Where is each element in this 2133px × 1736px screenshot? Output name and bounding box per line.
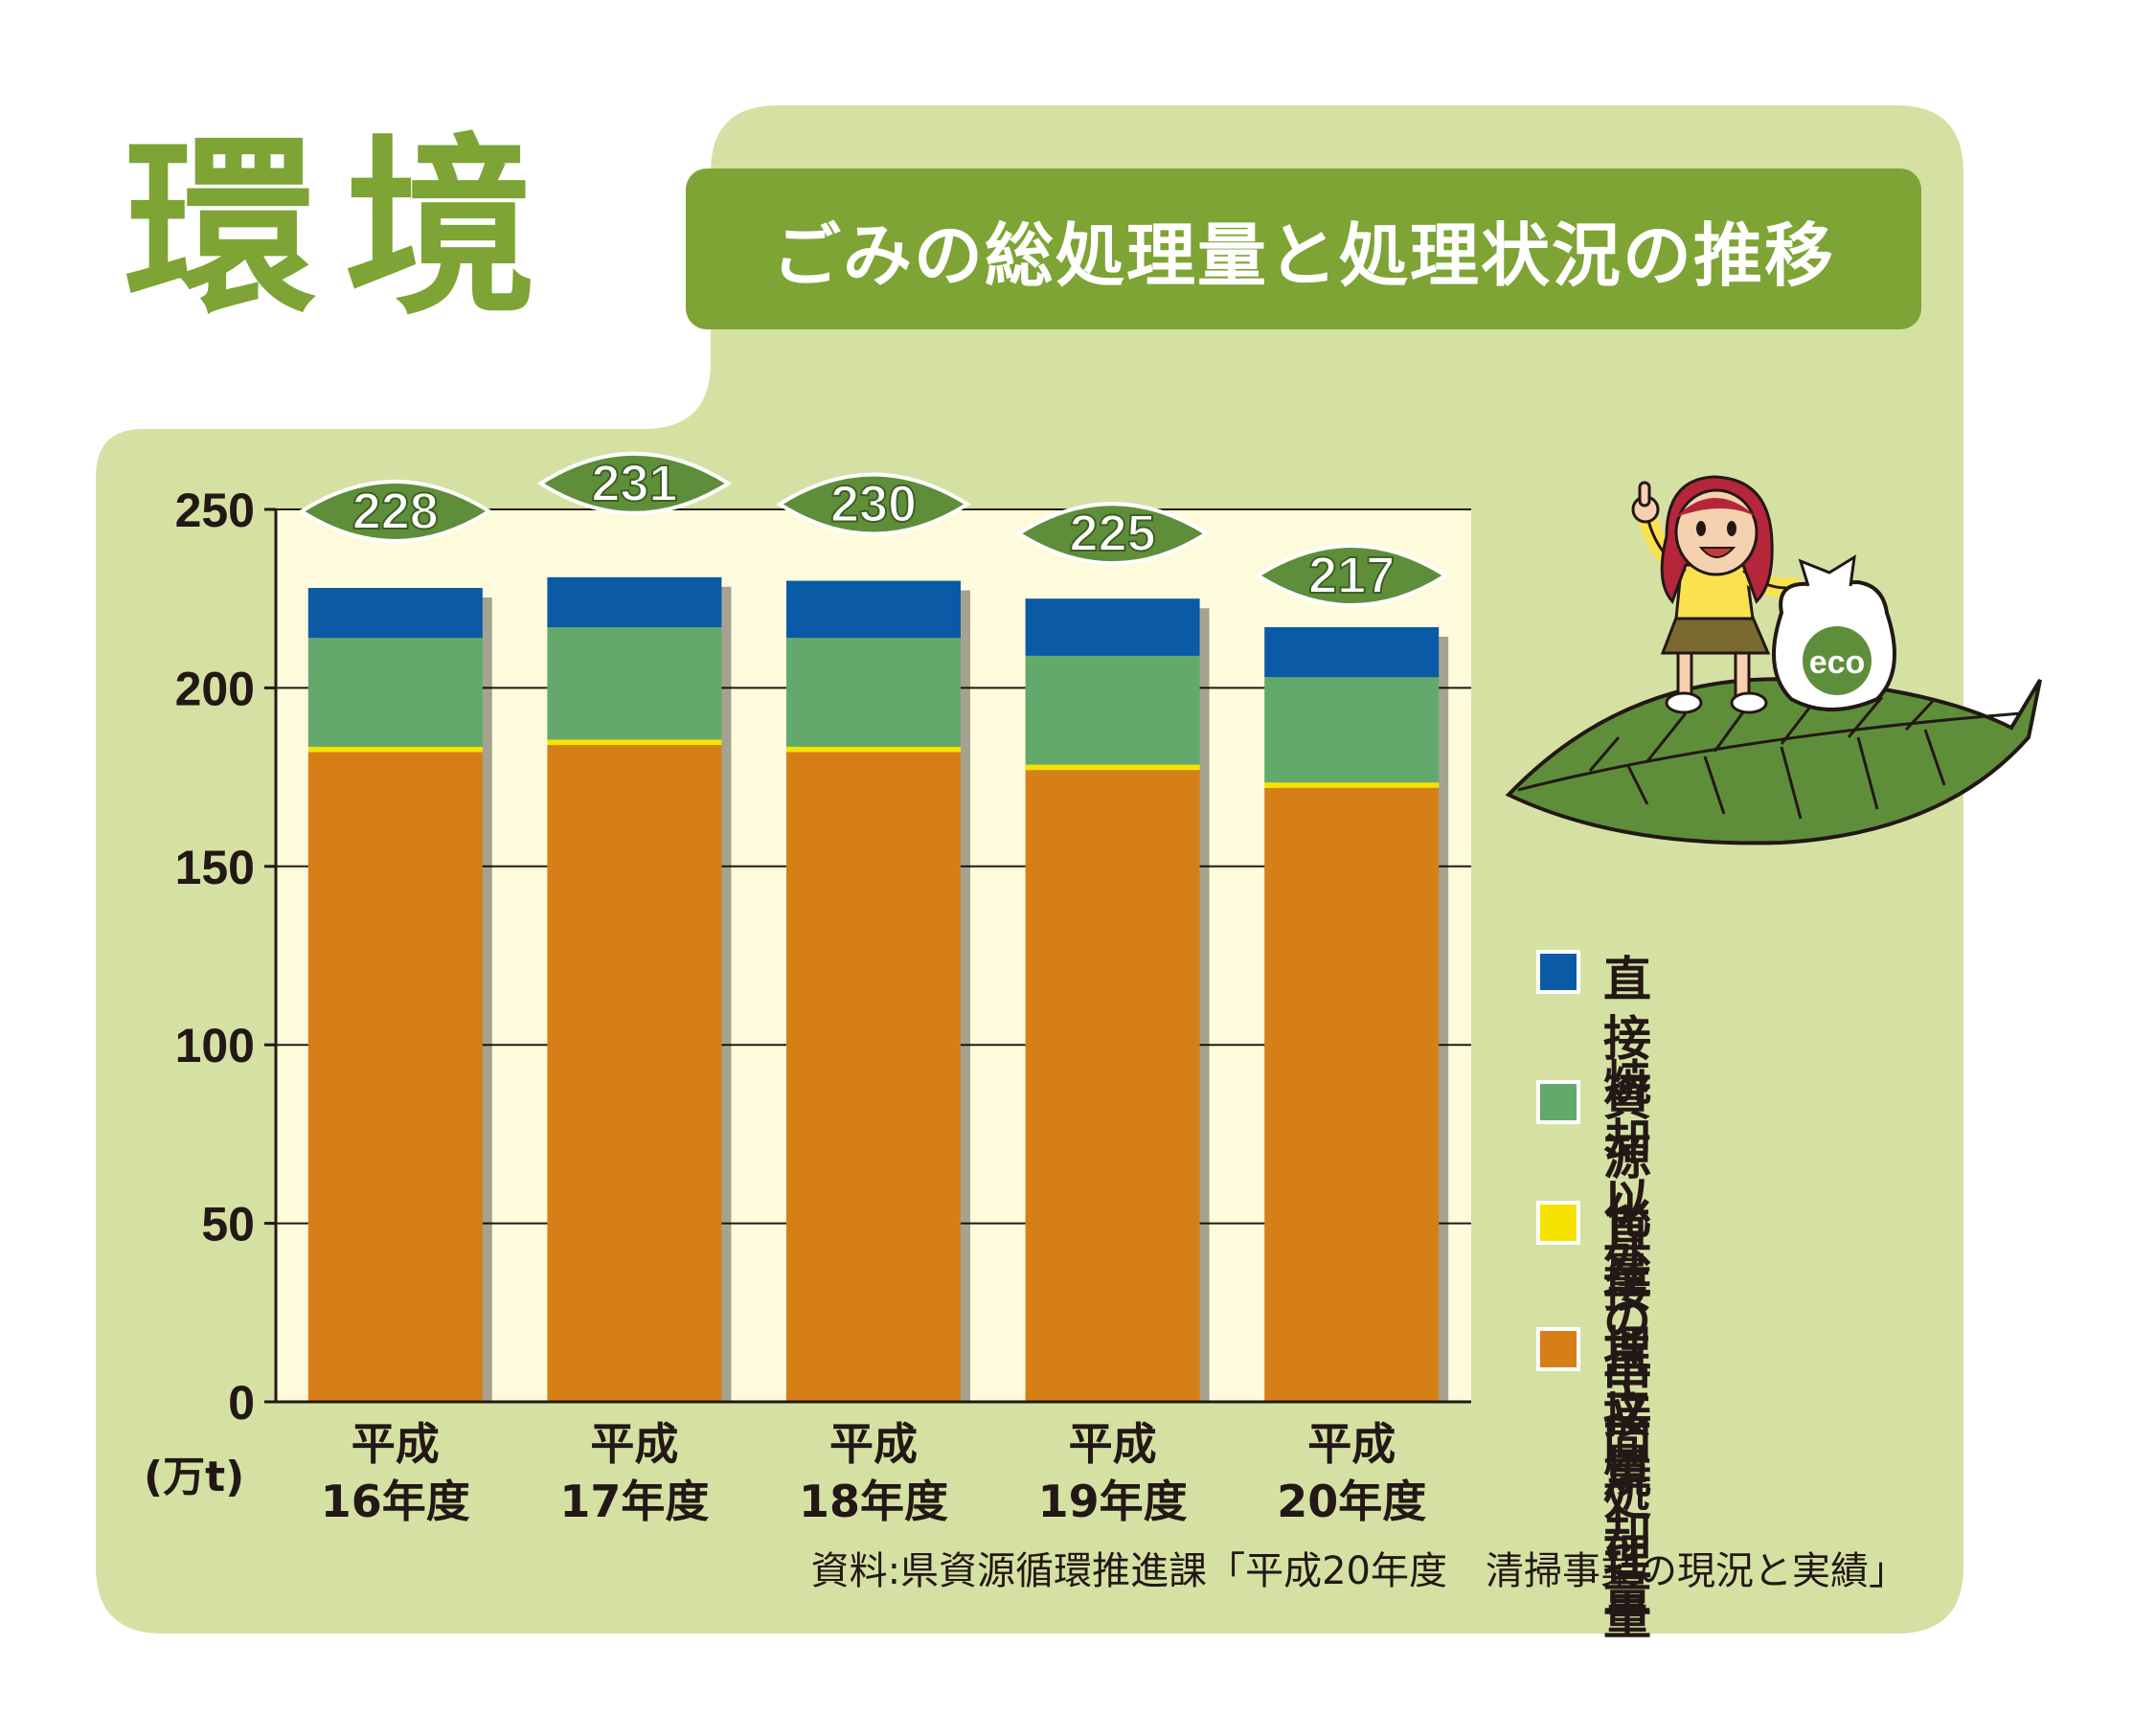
x-tick-label: 20年度 [1277, 1476, 1426, 1527]
bar-segment [786, 746, 961, 753]
total-badge: 230 [776, 472, 971, 536]
bar-segment [307, 752, 483, 1402]
total-badge: 225 [1014, 502, 1211, 566]
bar-segment [1025, 764, 1200, 771]
y-axis-unit: (万t) [144, 1453, 245, 1501]
x-tick-label: 16年度 [321, 1476, 470, 1527]
total-label: 231 [591, 455, 677, 512]
legend-label: 直接資源化量 [1603, 952, 1651, 1304]
total-label: 217 [1308, 547, 1395, 604]
legend-swatch [1536, 1201, 1580, 1245]
total-label: 230 [830, 476, 917, 533]
y-tick-label: 0 [228, 1376, 255, 1430]
bar-segment [307, 588, 483, 639]
chart-title: ごみの総処理量と処理状況の推移 [771, 214, 1835, 296]
source-note: 資料:県資源循環推進課「平成20年度 清掃事業の現況と実績」 [810, 1549, 1907, 1593]
bar-segment [1025, 655, 1200, 765]
bar-segment [1025, 598, 1200, 656]
x-tick-label: 平成 [829, 1418, 918, 1470]
y-tick-label: 100 [175, 1019, 255, 1072]
bar-segment [547, 627, 722, 740]
total-label: 225 [1070, 505, 1156, 562]
legend-label: 直接埋立量 [1603, 1203, 1651, 1496]
legend-item-direct-landfill: 直接埋立量 [1536, 1201, 1651, 1498]
x-tick-label: 平成 [1307, 1418, 1396, 1470]
bar-segment [786, 752, 961, 1402]
legend-item-other-intermediate: 焼却以外の 中間処理量 [1536, 1053, 1651, 1647]
eco-girl-illustration: eco [1505, 475, 2042, 845]
legend-swatch [1536, 950, 1580, 994]
y-tick-label: 50 [201, 1198, 255, 1251]
x-tick-label: 平成 [352, 1418, 440, 1470]
bar-segment [1264, 782, 1440, 788]
total-badge: 228 [298, 480, 493, 543]
y-tick-label: 150 [175, 841, 255, 894]
bars [307, 576, 1449, 1402]
x-tick-label: 17年度 [559, 1476, 709, 1527]
total-badges: 228 231 230 225 217 [298, 451, 1449, 607]
title-banner: ごみの総処理量と処理状況の推移 [686, 169, 1921, 329]
axes: 0 50 100 150 200 250 [175, 484, 1471, 1430]
bar-segment [1264, 787, 1440, 1402]
legend-label: 焼却以外の 中間処理量 [1603, 1055, 1651, 1645]
section-heading: 環境 [125, 118, 566, 341]
bar-segment [307, 638, 483, 747]
legend-swatch [1536, 1327, 1580, 1371]
bar-segment [307, 746, 483, 753]
bar-segment [786, 580, 961, 639]
legend-swatch [1536, 1080, 1580, 1124]
total-badge: 217 [1254, 544, 1449, 607]
x-tick-label: 平成 [1069, 1418, 1157, 1470]
legend-item-direct-incineration: 直接焼却量 [1536, 1327, 1651, 1624]
total-badge: 231 [536, 451, 733, 515]
bar-segment [1264, 627, 1440, 678]
x-tick-labels: 平成 16年度 平成 17年度 平成 18年度 平成 19年度 平成 20年度 [321, 1418, 1426, 1527]
legend-label: 直接焼却量 [1603, 1329, 1651, 1622]
y-tick-label: 200 [175, 662, 255, 715]
x-tick-label: 18年度 [799, 1476, 948, 1527]
total-label: 228 [352, 483, 439, 540]
y-tick-label: 250 [175, 484, 255, 537]
legend-item-direct-recycling: 直接資源化量 [1536, 950, 1651, 1306]
leaf-icon [1505, 677, 2042, 845]
bar-segment [1025, 770, 1200, 1402]
eco-bag-label: eco [1809, 644, 1866, 681]
x-tick-label: 平成 [590, 1418, 678, 1470]
bar-segment [1264, 677, 1440, 783]
bar-segment [547, 739, 722, 746]
x-tick-label: 19年度 [1038, 1476, 1188, 1527]
bar-segment [786, 638, 961, 747]
bar-segment [547, 576, 722, 628]
bar-segment [547, 745, 722, 1402]
